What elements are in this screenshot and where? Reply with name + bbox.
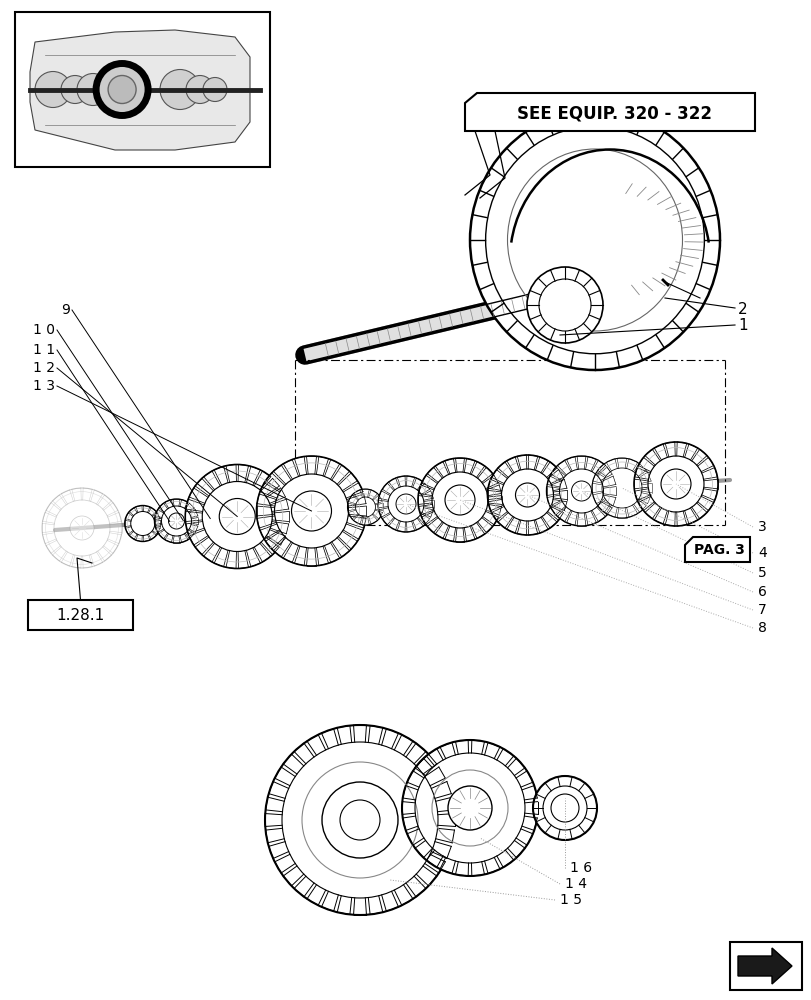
Circle shape (448, 786, 491, 830)
Circle shape (42, 488, 122, 568)
Circle shape (256, 456, 366, 566)
Polygon shape (303, 293, 536, 362)
Circle shape (77, 74, 109, 106)
Circle shape (203, 78, 227, 102)
Circle shape (526, 267, 603, 343)
Text: 1.28.1: 1.28.1 (56, 607, 105, 622)
Text: 3: 3 (757, 520, 766, 534)
Text: 1: 1 (737, 318, 747, 332)
Ellipse shape (470, 110, 719, 370)
Text: 9: 9 (61, 303, 70, 317)
Text: 1 2: 1 2 (33, 361, 55, 375)
Circle shape (551, 794, 578, 822)
Circle shape (160, 70, 200, 110)
Text: 4: 4 (757, 546, 766, 560)
Text: 1 3: 1 3 (33, 379, 55, 393)
Circle shape (61, 76, 89, 104)
Text: PAG. 3: PAG. 3 (693, 542, 744, 556)
Text: 5: 5 (757, 566, 766, 580)
Circle shape (633, 442, 717, 526)
Circle shape (444, 485, 474, 515)
Circle shape (340, 800, 380, 840)
Circle shape (70, 516, 94, 540)
Circle shape (264, 725, 454, 915)
Text: 1 5: 1 5 (560, 893, 581, 907)
Circle shape (660, 469, 690, 499)
Circle shape (591, 458, 651, 518)
Circle shape (401, 740, 538, 876)
Text: 2: 2 (737, 302, 747, 318)
Text: 1 0: 1 0 (33, 323, 55, 337)
Circle shape (169, 513, 184, 529)
Circle shape (396, 494, 415, 514)
Circle shape (347, 489, 383, 525)
Circle shape (185, 464, 289, 568)
Text: 6: 6 (757, 585, 766, 599)
Text: 1 6: 1 6 (569, 861, 591, 875)
Circle shape (418, 458, 501, 542)
Circle shape (515, 483, 539, 507)
Circle shape (35, 72, 71, 108)
Circle shape (291, 491, 331, 531)
Text: SEE EQUIP. 320 - 322: SEE EQUIP. 320 - 322 (517, 104, 711, 122)
Circle shape (532, 776, 596, 840)
Polygon shape (30, 30, 250, 150)
Circle shape (322, 782, 397, 858)
Polygon shape (684, 537, 749, 562)
Text: 1 1: 1 1 (32, 343, 55, 357)
Bar (28, 600, 133, 630)
Bar (15, 12, 270, 167)
Circle shape (96, 64, 148, 116)
Circle shape (154, 499, 198, 543)
Circle shape (487, 455, 567, 535)
Circle shape (125, 506, 161, 542)
Text: 7: 7 (757, 603, 766, 617)
Circle shape (546, 456, 616, 526)
Circle shape (108, 76, 136, 104)
Polygon shape (465, 93, 754, 131)
Circle shape (378, 476, 433, 532)
Circle shape (571, 481, 590, 501)
Circle shape (186, 76, 214, 104)
Bar (729, 942, 801, 990)
Text: 8: 8 (757, 621, 766, 635)
Polygon shape (737, 948, 791, 984)
Text: 1 4: 1 4 (564, 877, 586, 891)
Circle shape (219, 498, 255, 534)
